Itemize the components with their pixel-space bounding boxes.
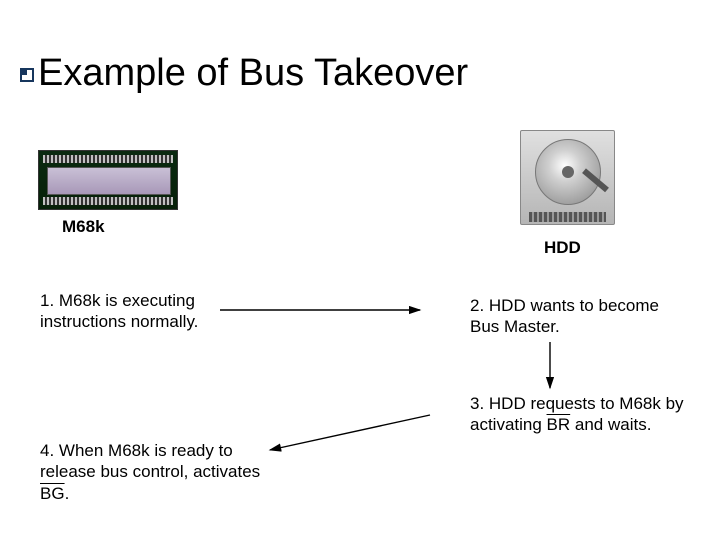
- hdd-image: [520, 130, 615, 225]
- hdd-label: HDD: [544, 238, 581, 258]
- cpu-chip-image: [38, 150, 178, 210]
- step-1-text: 1. M68k is executing instructions normal…: [40, 290, 240, 333]
- step-3-text: 3. HDD requests to M68k by activating BR…: [470, 393, 695, 436]
- slide-title: Example of Bus Takeover: [38, 52, 468, 95]
- step-4-post: .: [65, 484, 70, 503]
- step-3-signal: BR: [547, 415, 571, 434]
- step-4-text: 4. When M68k is ready to release bus con…: [40, 440, 290, 504]
- arrow-3-to-4: [270, 415, 430, 450]
- cpu-label: M68k: [62, 217, 105, 237]
- step-4-pre: 4. When M68k is ready to release bus con…: [40, 441, 260, 481]
- slide: Example of Bus Takeover M68k HDD 1. M68k…: [0, 0, 720, 540]
- step-3-post: and waits.: [570, 415, 651, 434]
- step-2-text: 2. HDD wants to become Bus Master.: [470, 295, 660, 338]
- title-bullet-icon: [20, 68, 34, 82]
- step-4-signal: BG: [40, 484, 65, 503]
